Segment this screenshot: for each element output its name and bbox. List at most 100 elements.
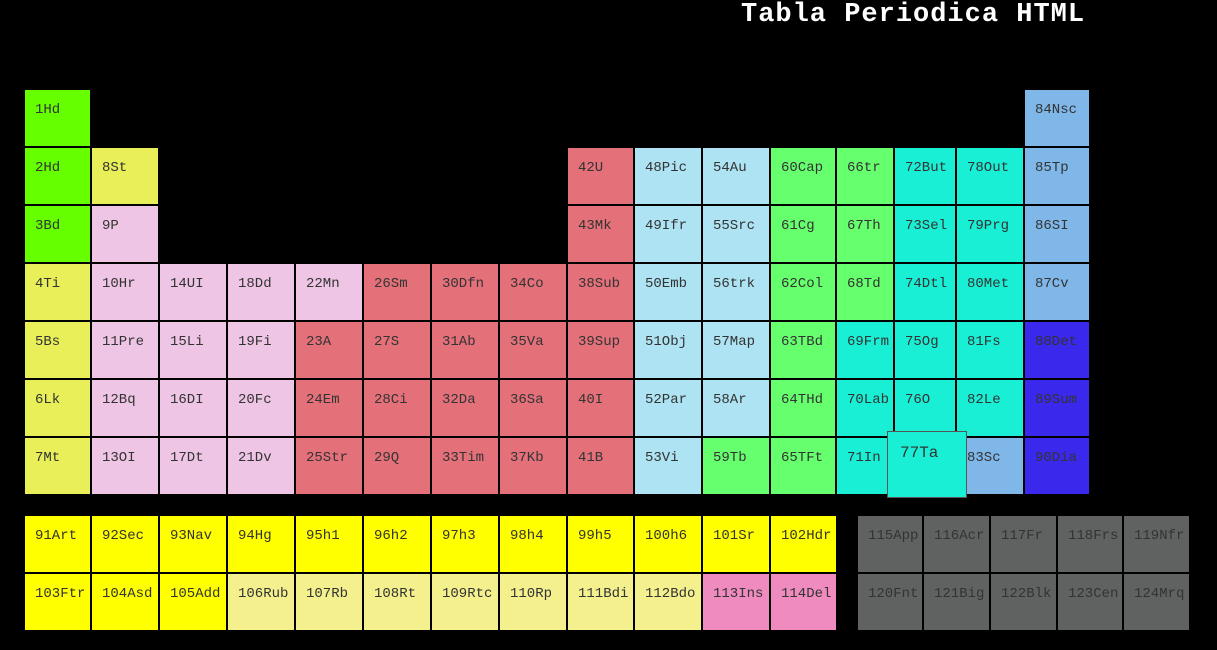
element-90dia[interactable]: 90Dia bbox=[1024, 437, 1090, 495]
element-13oi[interactable]: 13OI bbox=[91, 437, 159, 495]
element-31ab[interactable]: 31Ab bbox=[431, 321, 499, 379]
element-87cv[interactable]: 87Cv bbox=[1024, 263, 1090, 321]
element-40i[interactable]: 40I bbox=[567, 379, 634, 437]
element-55src[interactable]: 55Src bbox=[702, 205, 770, 263]
element-104asd[interactable]: 104Asd bbox=[91, 573, 159, 631]
element-75og[interactable]: 75Og bbox=[894, 321, 956, 379]
element-38sub[interactable]: 38Sub bbox=[567, 263, 634, 321]
element-106rub[interactable]: 106Rub bbox=[227, 573, 295, 631]
element-25str[interactable]: 25Str bbox=[295, 437, 363, 495]
element-97h3[interactable]: 97h3 bbox=[431, 515, 499, 573]
element-71in[interactable]: 71In bbox=[836, 437, 894, 495]
element-93nav[interactable]: 93Nav bbox=[159, 515, 227, 573]
element-115app[interactable]: 115App bbox=[857, 515, 923, 573]
element-52par[interactable]: 52Par bbox=[634, 379, 702, 437]
element-26sm[interactable]: 26Sm bbox=[363, 263, 431, 321]
element-2hd[interactable]: 2Hd bbox=[24, 147, 91, 205]
element-29q[interactable]: 29Q bbox=[363, 437, 431, 495]
element-79prg[interactable]: 79Prg bbox=[956, 205, 1024, 263]
element-99h5[interactable]: 99h5 bbox=[567, 515, 634, 573]
element-107rb[interactable]: 107Rb bbox=[295, 573, 363, 631]
element-68td[interactable]: 68Td bbox=[836, 263, 894, 321]
element-67th[interactable]: 67Th bbox=[836, 205, 894, 263]
element-112bdo[interactable]: 112Bdo bbox=[634, 573, 702, 631]
element-91art[interactable]: 91Art bbox=[24, 515, 91, 573]
element-124mrq[interactable]: 124Mrq bbox=[1123, 573, 1190, 631]
element-94hg[interactable]: 94Hg bbox=[227, 515, 295, 573]
element-19fi[interactable]: 19Fi bbox=[227, 321, 295, 379]
element-24em[interactable]: 24Em bbox=[295, 379, 363, 437]
element-10hr[interactable]: 10Hr bbox=[91, 263, 159, 321]
element-105add[interactable]: 105Add bbox=[159, 573, 227, 631]
element-6lk[interactable]: 6Lk bbox=[24, 379, 91, 437]
element-21dv[interactable]: 21Dv bbox=[227, 437, 295, 495]
element-88det[interactable]: 88Det bbox=[1024, 321, 1090, 379]
element-32da[interactable]: 32Da bbox=[431, 379, 499, 437]
element-109rtc[interactable]: 109Rtc bbox=[431, 573, 499, 631]
element-35va[interactable]: 35Va bbox=[499, 321, 567, 379]
element-89sum[interactable]: 89Sum bbox=[1024, 379, 1090, 437]
element-60cap[interactable]: 60Cap bbox=[770, 147, 836, 205]
element-61cg[interactable]: 61Cg bbox=[770, 205, 836, 263]
element-121big[interactable]: 121Big bbox=[923, 573, 990, 631]
element-27s[interactable]: 27S bbox=[363, 321, 431, 379]
element-95h1[interactable]: 95h1 bbox=[295, 515, 363, 573]
element-82le[interactable]: 82Le bbox=[956, 379, 1024, 437]
element-100h6[interactable]: 100h6 bbox=[634, 515, 702, 573]
element-3bd[interactable]: 3Bd bbox=[24, 205, 91, 263]
element-116acr[interactable]: 116Acr bbox=[923, 515, 990, 573]
element-113ins[interactable]: 113Ins bbox=[702, 573, 770, 631]
element-41b[interactable]: 41B bbox=[567, 437, 634, 495]
element-101sr[interactable]: 101Sr bbox=[702, 515, 770, 573]
element-28ci[interactable]: 28Ci bbox=[363, 379, 431, 437]
element-114del[interactable]: 114Del bbox=[770, 573, 837, 631]
element-7mt[interactable]: 7Mt bbox=[24, 437, 91, 495]
element-53vi[interactable]: 53Vi bbox=[634, 437, 702, 495]
element-16di[interactable]: 16DI bbox=[159, 379, 227, 437]
element-63tbd[interactable]: 63TBd bbox=[770, 321, 836, 379]
element-43mk[interactable]: 43Mk bbox=[567, 205, 634, 263]
element-58ar[interactable]: 58Ar bbox=[702, 379, 770, 437]
element-117fr[interactable]: 117Fr bbox=[990, 515, 1057, 573]
element-9p[interactable]: 9P bbox=[91, 205, 159, 263]
element-78out[interactable]: 78Out bbox=[956, 147, 1024, 205]
element-20fc[interactable]: 20Fc bbox=[227, 379, 295, 437]
element-73sel[interactable]: 73Sel bbox=[894, 205, 956, 263]
element-119nfr[interactable]: 119Nfr bbox=[1123, 515, 1190, 573]
element-56trk[interactable]: 56trk bbox=[702, 263, 770, 321]
element-120fnt[interactable]: 120Fnt bbox=[857, 573, 923, 631]
element-50emb[interactable]: 50Emb bbox=[634, 263, 702, 321]
element-64thd[interactable]: 64THd bbox=[770, 379, 836, 437]
element-36sa[interactable]: 36Sa bbox=[499, 379, 567, 437]
element-48pic[interactable]: 48Pic bbox=[634, 147, 702, 205]
element-92sec[interactable]: 92Sec bbox=[91, 515, 159, 573]
element-42u[interactable]: 42U bbox=[567, 147, 634, 205]
element-123cen[interactable]: 123Cen bbox=[1057, 573, 1123, 631]
element-30dfn[interactable]: 30Dfn bbox=[431, 263, 499, 321]
element-65tft[interactable]: 65TFt bbox=[770, 437, 836, 495]
element-51obj[interactable]: 51Obj bbox=[634, 321, 702, 379]
element-59tb[interactable]: 59Tb bbox=[702, 437, 770, 495]
element-86si[interactable]: 86SI bbox=[1024, 205, 1090, 263]
element-66tr[interactable]: 66tr bbox=[836, 147, 894, 205]
element-8st[interactable]: 8St bbox=[91, 147, 159, 205]
element-76o[interactable]: 76O bbox=[894, 379, 956, 437]
element-54au[interactable]: 54Au bbox=[702, 147, 770, 205]
element-96h2[interactable]: 96h2 bbox=[363, 515, 431, 573]
element-70lab[interactable]: 70Lab bbox=[836, 379, 894, 437]
element-1hd[interactable]: 1Hd bbox=[24, 89, 91, 147]
element-98h4[interactable]: 98h4 bbox=[499, 515, 567, 573]
element-14ui[interactable]: 14UI bbox=[159, 263, 227, 321]
element-83sc[interactable]: 83Sc bbox=[956, 437, 1024, 495]
element-34co[interactable]: 34Co bbox=[499, 263, 567, 321]
element-5bs[interactable]: 5Bs bbox=[24, 321, 91, 379]
element-72but[interactable]: 72But bbox=[894, 147, 956, 205]
element-81fs[interactable]: 81Fs bbox=[956, 321, 1024, 379]
element-57map[interactable]: 57Map bbox=[702, 321, 770, 379]
element-11pre[interactable]: 11Pre bbox=[91, 321, 159, 379]
element-33tim[interactable]: 33Tim bbox=[431, 437, 499, 495]
element-17dt[interactable]: 17Dt bbox=[159, 437, 227, 495]
element-4ti[interactable]: 4Ti bbox=[24, 263, 91, 321]
element-103ftr[interactable]: 103Ftr bbox=[24, 573, 91, 631]
element-22mn[interactable]: 22Mn bbox=[295, 263, 363, 321]
